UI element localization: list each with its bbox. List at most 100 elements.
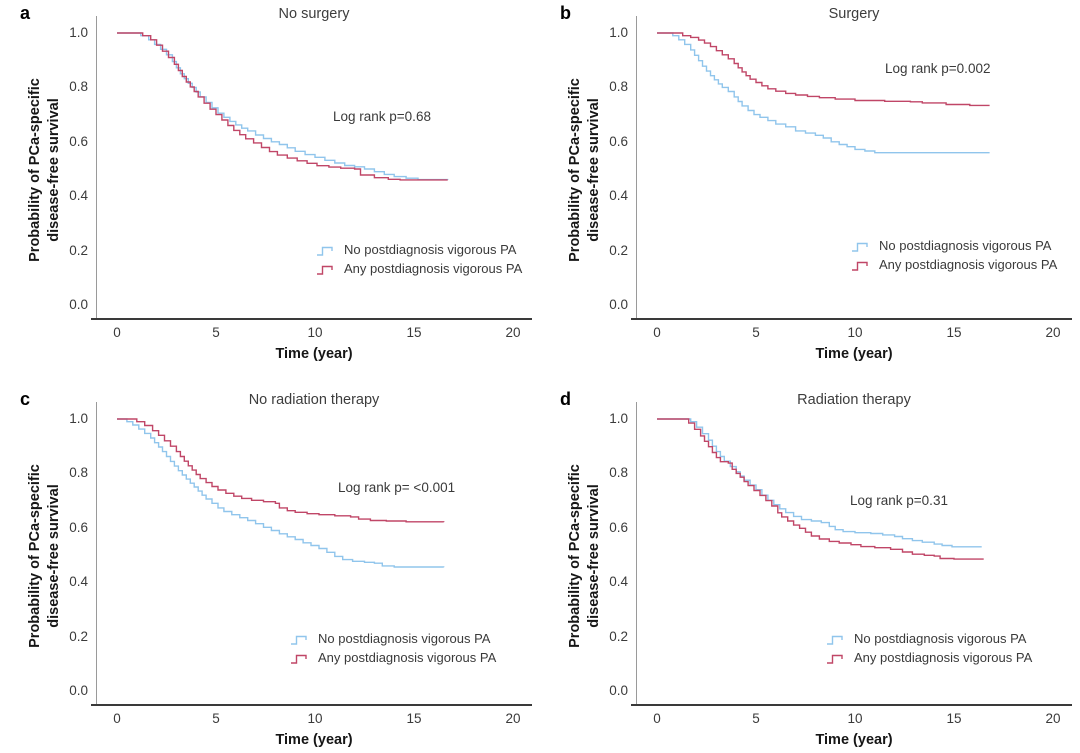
y-tick-label: 0.6 (69, 133, 88, 149)
panel-title: No radiation therapy (248, 392, 380, 408)
x-tick-label: 15 (946, 711, 962, 726)
km-panel-a: a No surgery Probability of PCa-specific… (0, 0, 540, 377)
x-tick-label: 15 (406, 711, 422, 726)
y-tick-label: 0.6 (69, 519, 88, 535)
curve-any-postdiagnosis-pa (657, 418, 984, 560)
legend-step-line-blue-icon (827, 635, 843, 645)
y-tick-label: 1.0 (609, 411, 628, 426)
legend-step-line-red-icon (291, 654, 307, 664)
x-axis-line (91, 704, 532, 706)
x-tick-label: 10 (847, 711, 863, 726)
panel-title: Radiation therapy (797, 392, 911, 408)
y-axis-line (96, 16, 97, 318)
legend-step-line-blue-icon (291, 635, 307, 645)
legend-step-line-red-icon (317, 265, 333, 275)
x-tick-label: 15 (406, 325, 422, 340)
y-axis-line (636, 16, 637, 318)
y-tick-label: 1.0 (69, 25, 88, 40)
y-tick-label: 0.8 (69, 79, 88, 95)
x-tick-label: 5 (752, 325, 760, 340)
log-rank-p-label: Log rank p= <0.001 (338, 480, 456, 495)
panel-letter: b (560, 3, 571, 23)
panel-letter: a (20, 3, 31, 23)
curve-any-postdiagnosis-pa (117, 32, 448, 181)
km-panel-c: c No radiation therapy Probability of PC… (0, 376, 540, 753)
legend-label: No postdiagnosis vigorous PA (344, 242, 517, 257)
panel-letter: d (560, 389, 571, 409)
legend-row: No postdiagnosis vigorous PA (851, 236, 1057, 255)
legend-label: Any postdiagnosis vigorous PA (854, 650, 1033, 665)
x-tick-label: 10 (847, 325, 863, 340)
x-axis-label: Time (year) (815, 346, 893, 362)
legend-label: Any postdiagnosis vigorous PA (344, 261, 523, 276)
y-tick-label: 0.8 (609, 79, 628, 95)
x-tick-label: 0 (113, 325, 121, 340)
y-tick-label: 0.2 (69, 242, 88, 258)
x-tick-label: 5 (212, 711, 220, 726)
legend-row: No postdiagnosis vigorous PA (290, 629, 496, 648)
legend-step-line-red-icon (852, 261, 868, 271)
y-axis-label-line1: Probability of PCa-specific (567, 464, 583, 648)
y-axis-label: Probability of PCa-specific disease-free… (26, 420, 66, 692)
x-tick-label: 20 (1045, 325, 1061, 340)
y-axis-label-line2: disease-free survival (46, 484, 62, 628)
x-axis-line (631, 704, 1072, 706)
log-rank-p-label: Log rank p=0.31 (850, 493, 948, 508)
legend-label: No postdiagnosis vigorous PA (318, 631, 491, 646)
legend-label: Any postdiagnosis vigorous PA (318, 650, 497, 665)
y-tick-label: 0.0 (609, 683, 628, 698)
y-tick-label: 0.8 (69, 465, 88, 481)
y-tick-label: 0.2 (609, 242, 628, 258)
x-axis-line (631, 318, 1072, 320)
y-axis-label-line1: Probability of PCa-specific (27, 464, 43, 648)
km-panel-b: b Surgery Probability of PCa-specific di… (540, 0, 1080, 377)
panel-title: No surgery (278, 6, 350, 22)
x-axis-label: Time (year) (275, 346, 353, 362)
curve-any-postdiagnosis-pa (117, 418, 445, 523)
x-tick-label: 0 (653, 711, 661, 726)
legend-label: No postdiagnosis vigorous PA (879, 238, 1052, 253)
panel-letter: c (20, 389, 31, 409)
legend-row: Any postdiagnosis vigorous PA (290, 648, 496, 667)
legend-label: Any postdiagnosis vigorous PA (879, 257, 1058, 272)
x-axis-label: Time (year) (275, 732, 353, 748)
y-tick-label: 0.6 (609, 519, 628, 535)
curve-no-postdiagnosis-pa (657, 32, 990, 154)
legend: No postdiagnosis vigorous PA Any postdia… (316, 240, 522, 278)
log-rank-p-label: Log rank p=0.68 (333, 109, 431, 124)
y-axis-label: Probability of PCa-specific disease-free… (566, 34, 606, 306)
y-tick-label: 0.0 (69, 297, 88, 312)
y-axis-line (96, 402, 97, 704)
x-tick-label: 20 (505, 325, 521, 340)
km-panel-d: d Radiation therapy Probability of PCa-s… (540, 376, 1080, 753)
y-axis-line (636, 402, 637, 704)
x-tick-label: 5 (212, 325, 220, 340)
legend-step-line-blue-icon (852, 242, 868, 252)
y-axis-label: Probability of PCa-specific disease-free… (566, 420, 606, 692)
y-axis-label-line1: Probability of PCa-specific (27, 78, 43, 262)
x-tick-label: 10 (307, 711, 323, 726)
x-tick-label: 20 (505, 711, 521, 726)
y-tick-label: 0.4 (69, 574, 88, 590)
y-tick-label: 0.2 (609, 628, 628, 644)
y-tick-label: 0.4 (609, 574, 628, 590)
legend: No postdiagnosis vigorous PA Any postdia… (290, 629, 496, 667)
y-tick-label: 0.0 (69, 683, 88, 698)
legend-row: No postdiagnosis vigorous PA (826, 629, 1032, 648)
y-tick-label: 0.8 (609, 465, 628, 481)
y-axis-label: Probability of PCa-specific disease-free… (26, 34, 66, 306)
legend-row: No postdiagnosis vigorous PA (316, 240, 522, 259)
y-tick-label: 0.0 (609, 297, 628, 312)
y-axis-label-line2: disease-free survival (46, 98, 62, 242)
legend-row: Any postdiagnosis vigorous PA (851, 255, 1057, 274)
y-axis-label-line1: Probability of PCa-specific (567, 78, 583, 262)
curve-no-postdiagnosis-pa (117, 32, 449, 181)
y-tick-label: 1.0 (69, 411, 88, 426)
legend: No postdiagnosis vigorous PA Any postdia… (826, 629, 1032, 667)
y-tick-label: 0.4 (69, 188, 88, 204)
y-tick-label: 1.0 (609, 25, 628, 40)
legend: No postdiagnosis vigorous PA Any postdia… (851, 236, 1057, 274)
panel-title: Surgery (828, 6, 880, 22)
legend-step-line-red-icon (827, 654, 843, 664)
